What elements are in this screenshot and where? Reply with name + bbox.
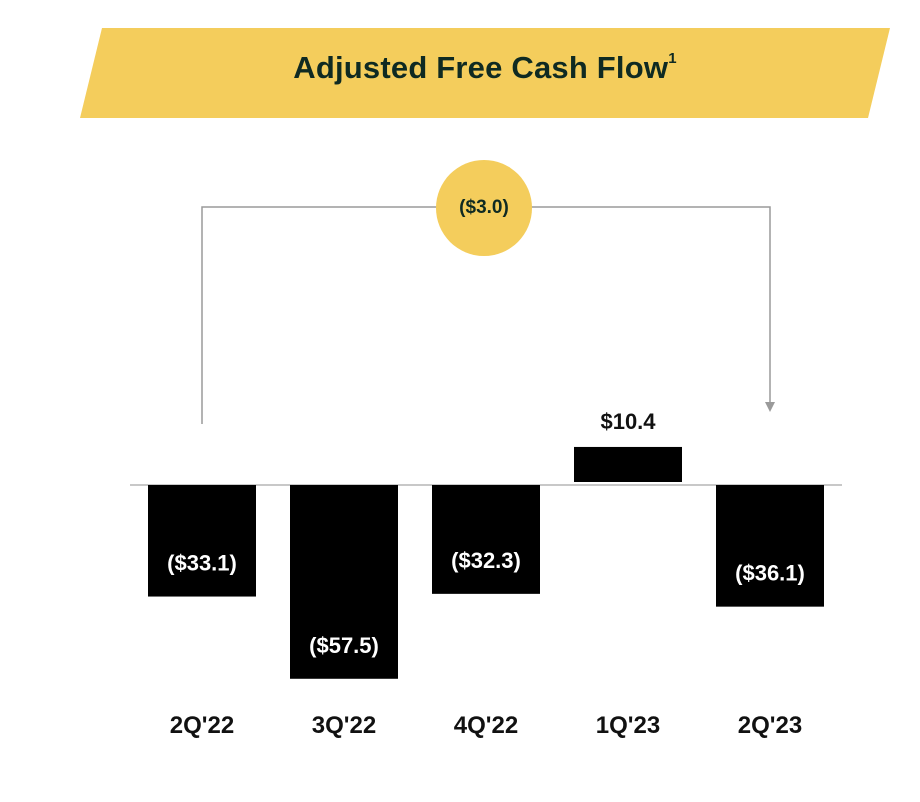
category-label-3Q'22: 3Q'22 — [312, 712, 376, 739]
category-label-4Q'22: 4Q'22 — [454, 712, 518, 739]
bar-2Q'22 — [148, 485, 256, 597]
connector-right — [484, 206, 771, 404]
value-label-2Q'23: ($36.1) — [735, 561, 805, 586]
bar-4Q'22 — [432, 485, 540, 594]
connector-arrowhead — [765, 402, 775, 412]
title-footnote-marker: 1 — [668, 49, 677, 67]
bar-3Q'22 — [290, 485, 398, 679]
chart-title-text: Adjusted Free Cash Flow — [293, 50, 669, 85]
category-label-1Q'23: 1Q'23 — [596, 712, 660, 739]
value-label-4Q'22: ($32.3) — [451, 548, 521, 573]
bar-1Q'23 — [574, 446, 682, 482]
value-label-2Q'22: ($33.1) — [167, 551, 237, 576]
banner-shape — [80, 28, 890, 118]
category-label-2Q'23: 2Q'23 — [738, 712, 802, 739]
bar-2Q'23 — [716, 485, 824, 607]
change-badge-label: ($3.0) — [459, 197, 509, 218]
category-label-2Q'22: 2Q'22 — [170, 712, 234, 739]
value-label-1Q'23: $10.4 — [600, 409, 656, 434]
title-banner: Adjusted Free Cash Flow1 — [80, 28, 890, 118]
connector-left — [201, 206, 484, 424]
chart-title: Adjusted Free Cash Flow1 — [80, 50, 890, 86]
change-badge: ($3.0) — [436, 160, 532, 256]
value-label-3Q'22: ($57.5) — [309, 633, 379, 658]
